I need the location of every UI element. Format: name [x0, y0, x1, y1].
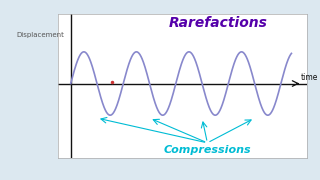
Text: Rarefactions: Rarefactions — [168, 16, 267, 30]
Text: Displacement: Displacement — [17, 31, 64, 38]
Text: Compressions: Compressions — [164, 145, 251, 155]
Text: time: time — [301, 73, 318, 82]
